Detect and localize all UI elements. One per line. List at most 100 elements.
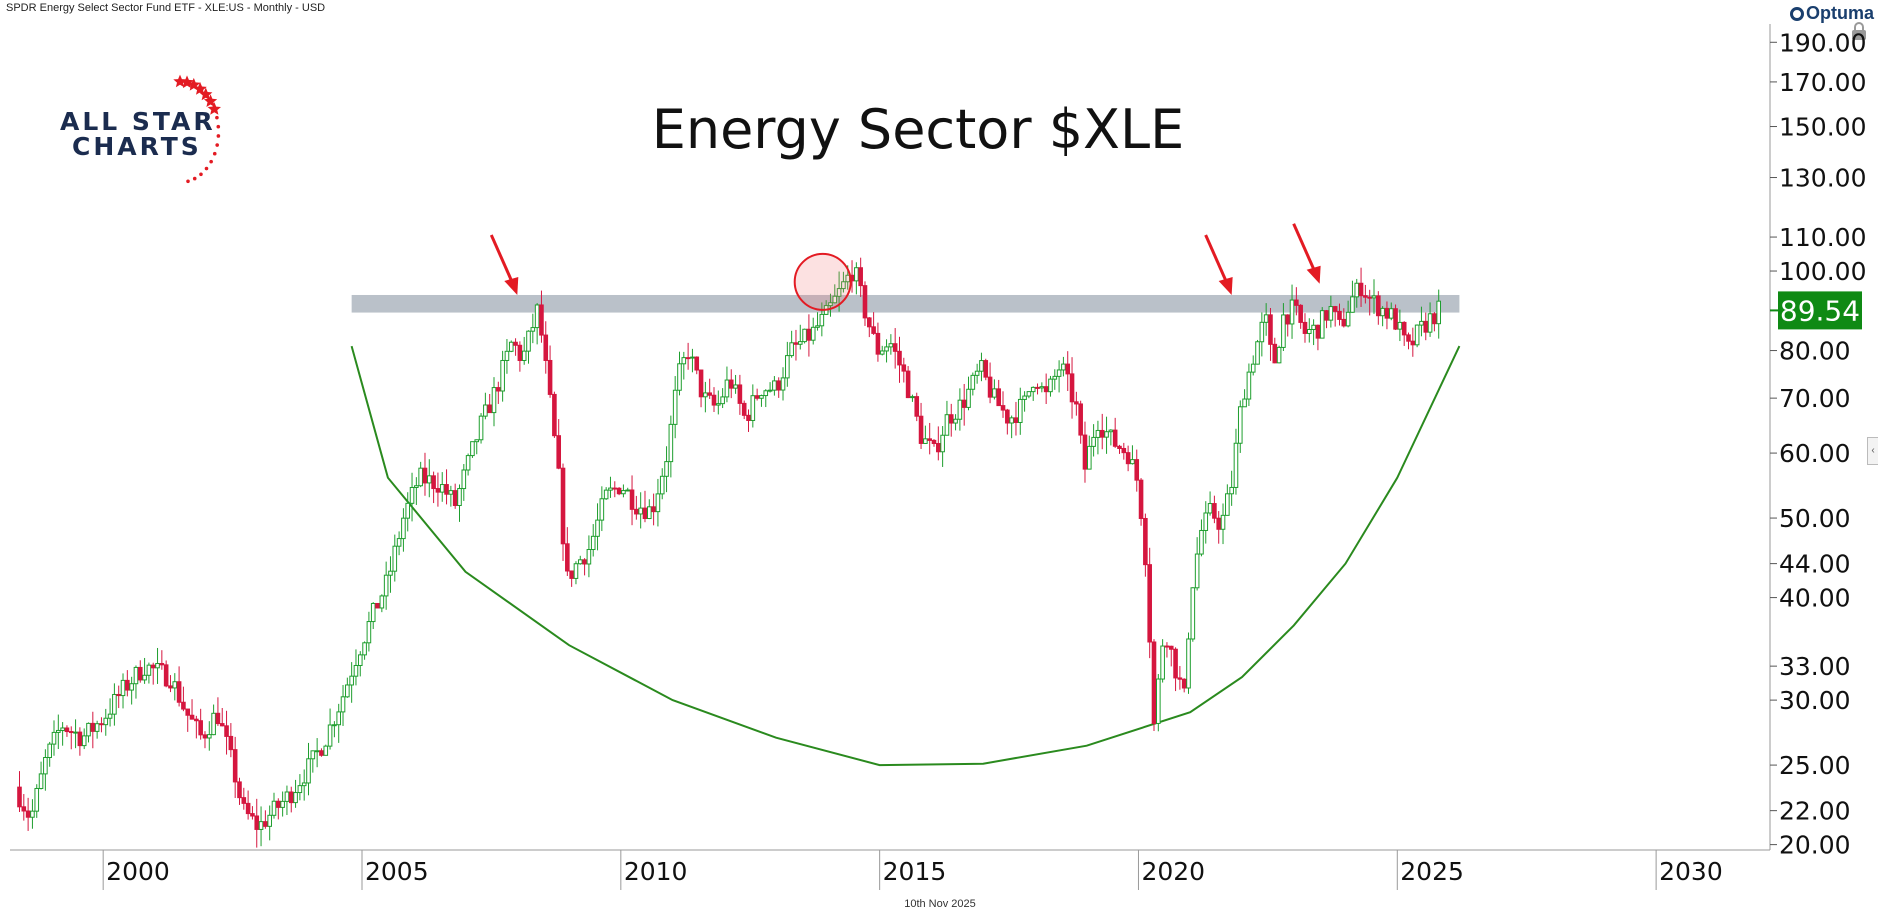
rounding-arc-layer [350, 345, 1461, 767]
candle-body [1181, 678, 1187, 689]
candle-body [336, 711, 342, 726]
candle-body [418, 467, 423, 487]
candle-body [892, 343, 898, 352]
candle-body [1319, 310, 1325, 339]
candle-body [323, 745, 329, 756]
candle-body [1268, 314, 1273, 345]
candle-body [1436, 300, 1442, 325]
y-tick-label: 130.00 [1779, 164, 1866, 193]
candle-body [219, 723, 225, 727]
candle-body [68, 731, 74, 734]
candle-body [319, 750, 324, 756]
candle-body [1298, 304, 1303, 323]
candle-body [815, 325, 820, 328]
x-tick-label: 2010 [624, 857, 688, 886]
candle-body [992, 388, 997, 398]
candle-body [1225, 493, 1230, 516]
candle-body [789, 342, 794, 357]
candle-body [1354, 282, 1360, 298]
candle-body [763, 390, 769, 397]
candle-body [1108, 429, 1114, 433]
lock-icon[interactable] [1852, 22, 1866, 40]
candle-body [1259, 321, 1265, 343]
candle-body [310, 750, 316, 760]
candle-body [345, 684, 350, 698]
candle-body [776, 380, 782, 391]
candle-body [250, 813, 255, 817]
candle-body [237, 781, 242, 799]
candle-body [797, 341, 803, 345]
candle-body [159, 662, 165, 666]
candle-body [569, 570, 574, 579]
red-arrow-head [1218, 276, 1233, 295]
candle-body [73, 731, 78, 734]
candle-body [297, 785, 303, 794]
candle-body [534, 304, 540, 329]
candle-body [672, 389, 678, 425]
candle-body [1156, 678, 1161, 724]
optuma-brand-label: Optuma [1805, 3, 1874, 23]
candle-body [206, 734, 212, 739]
candle-body [854, 267, 859, 282]
candle-body [1388, 308, 1394, 319]
candle-body [1069, 373, 1075, 403]
candle-body [448, 490, 454, 495]
candle-body [1030, 386, 1036, 393]
optuma-logo-icon [1789, 7, 1804, 21]
candle-body [34, 787, 40, 812]
logo-star [199, 87, 213, 101]
candle-body [1160, 645, 1165, 680]
logo-dot [216, 134, 221, 138]
candle-body [1406, 334, 1411, 342]
candle-body [1220, 514, 1226, 530]
candle-body [552, 393, 557, 437]
y-tick-label: 22.00 [1779, 797, 1851, 826]
candle-body [314, 750, 320, 753]
candle-body [1233, 442, 1239, 488]
candle-body [1186, 638, 1191, 689]
candle-body [1341, 318, 1347, 327]
last-price-label: 89.54 [1780, 294, 1860, 327]
candle-body [301, 782, 307, 787]
candle-body [953, 418, 958, 424]
candle-body [979, 360, 984, 372]
y-tick-label: 60.00 [1779, 439, 1851, 468]
candle-body [681, 357, 687, 365]
candle-body [936, 443, 941, 453]
candle-body [1013, 417, 1019, 423]
collapse-panel-button[interactable]: ‹ [1867, 437, 1878, 465]
candle-body [150, 664, 156, 669]
candle-body [1009, 417, 1014, 424]
candle-body [888, 343, 894, 348]
logo-star [207, 102, 221, 115]
candle-body [918, 415, 924, 444]
candle-body [194, 718, 199, 722]
candle-body [90, 722, 96, 732]
allstarcharts-logo: ALL STAR CHARTS [60, 74, 221, 184]
candle-body [901, 364, 907, 372]
chart-title: Energy Sector $XLE [651, 98, 1185, 161]
candle-body [25, 810, 31, 818]
candle-body [103, 717, 109, 726]
candle-body [1401, 321, 1407, 336]
candle-body [461, 469, 467, 490]
candle-body [940, 434, 945, 453]
candle-body [17, 786, 22, 808]
candle-body [819, 313, 825, 327]
candle-body [961, 399, 967, 408]
candle-body [526, 330, 531, 352]
candle-body [267, 814, 272, 827]
candle-body [530, 327, 536, 332]
candle-body [388, 570, 393, 576]
candle-body [293, 792, 298, 804]
candle-body [1272, 343, 1278, 364]
candle-body [1376, 295, 1381, 317]
candle-body [759, 395, 764, 399]
candle-body [172, 681, 178, 689]
candle-body [112, 693, 117, 715]
optuma-brand[interactable]: Optuma [1789, 3, 1874, 24]
red-arrow-head [504, 276, 519, 295]
candle-body [659, 475, 665, 495]
candle-body [703, 392, 708, 398]
